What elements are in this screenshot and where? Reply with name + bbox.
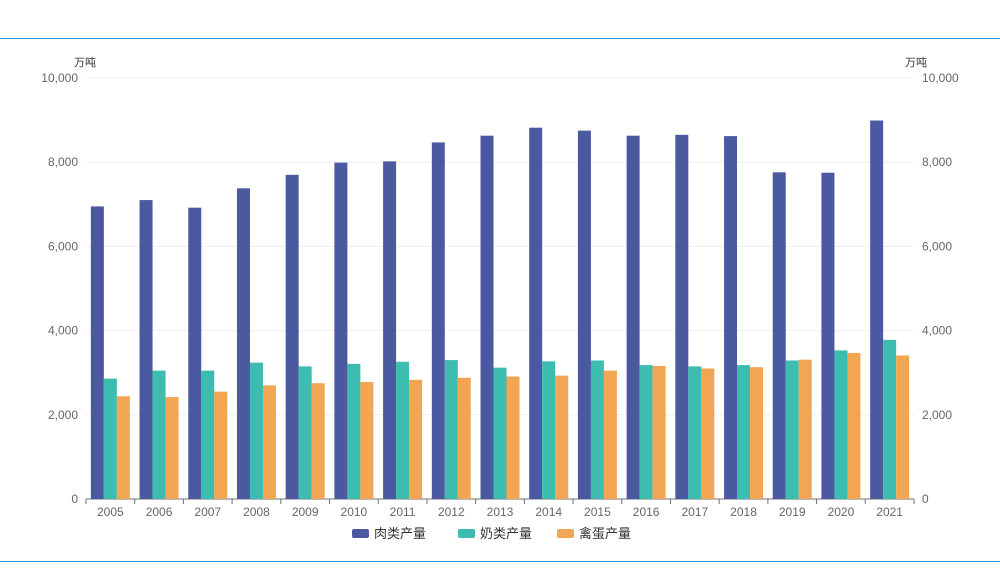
bar[interactable]: [249, 362, 263, 499]
x-tick-label: 2020: [828, 505, 855, 519]
legend-swatch[interactable]: [557, 529, 574, 538]
y-tick-label-left: 4,000: [48, 324, 78, 338]
bar[interactable]: [688, 366, 702, 499]
x-tick-label: 2010: [341, 505, 368, 519]
x-tick-label: 2018: [730, 505, 757, 519]
y-tick-label-right: 4,000: [922, 324, 952, 338]
bar[interactable]: [103, 378, 117, 499]
bar[interactable]: [883, 339, 897, 499]
bar[interactable]: [603, 370, 617, 499]
bar[interactable]: [493, 367, 507, 499]
chart-frame: [0, 38, 1000, 562]
legend-label[interactable]: 奶类产量: [480, 526, 532, 541]
bar[interactable]: [480, 135, 494, 499]
bar[interactable]: [626, 135, 640, 499]
y-tick-label-left: 2,000: [48, 408, 78, 422]
y-tick-label-right: 10,000: [922, 71, 959, 85]
bar[interactable]: [285, 174, 299, 499]
bar[interactable]: [675, 134, 689, 499]
bar[interactable]: [396, 361, 410, 499]
bar[interactable]: [152, 370, 166, 499]
bar[interactable]: [298, 366, 312, 499]
y-tick-label-right: 0: [922, 492, 929, 506]
y-tick-label-left: 0: [71, 492, 78, 506]
bar[interactable]: [834, 350, 848, 499]
bar[interactable]: [262, 385, 276, 499]
bar[interactable]: [772, 172, 786, 499]
x-tick-label: 2006: [146, 505, 173, 519]
bar[interactable]: [724, 136, 738, 499]
bar[interactable]: [360, 381, 374, 499]
y-tick-label-left: 10,000: [41, 71, 78, 85]
bar[interactable]: [798, 359, 812, 499]
bar[interactable]: [444, 360, 458, 499]
legend-label[interactable]: 禽蛋产量: [579, 526, 631, 541]
bar[interactable]: [457, 377, 471, 499]
bar[interactable]: [542, 361, 556, 499]
bar[interactable]: [188, 207, 202, 499]
bar[interactable]: [236, 188, 250, 499]
legend[interactable]: 肉类产量 奶类产量 禽蛋产量: [352, 526, 631, 541]
bar[interactable]: [590, 360, 604, 499]
x-tick-label: 2009: [292, 505, 319, 519]
bar[interactable]: [577, 130, 591, 499]
bar[interactable]: [821, 172, 835, 499]
bars: [90, 120, 910, 500]
legend-label[interactable]: 肉类产量: [374, 526, 426, 541]
bar[interactable]: [750, 367, 764, 499]
bar[interactable]: [529, 127, 543, 499]
y-unit-right: 万吨: [905, 56, 927, 69]
bar[interactable]: [409, 379, 423, 499]
bar[interactable]: [214, 391, 228, 499]
x-tick-label: 2017: [681, 505, 708, 519]
y-tick-label-left: 8,000: [48, 155, 78, 169]
bar[interactable]: [334, 162, 348, 499]
x-tick-label: 2013: [487, 505, 514, 519]
bar[interactable]: [116, 396, 130, 499]
y-tick-label-right: 8,000: [922, 155, 952, 169]
bar[interactable]: [701, 368, 715, 499]
bar[interactable]: [506, 376, 520, 499]
bar[interactable]: [785, 360, 799, 499]
bar[interactable]: [847, 352, 861, 499]
y-tick-label-right: 6,000: [922, 239, 952, 253]
x-tick-label: 2021: [876, 505, 903, 519]
x-tick-label: 2008: [243, 505, 270, 519]
y-unit-left: 万吨: [74, 56, 96, 69]
x-tick-label: 2007: [194, 505, 221, 519]
bar[interactable]: [165, 397, 179, 499]
x-tick-label: 2012: [438, 505, 465, 519]
bar[interactable]: [652, 365, 666, 499]
bar[interactable]: [870, 120, 884, 500]
bar[interactable]: [90, 206, 104, 499]
bar[interactable]: [431, 142, 445, 499]
bar[interactable]: [555, 375, 569, 499]
bar[interactable]: [139, 200, 153, 499]
legend-swatch[interactable]: [352, 529, 369, 538]
x-tick-label: 2015: [584, 505, 611, 519]
bar[interactable]: [311, 383, 325, 499]
y-tick-label-right: 2,000: [922, 408, 952, 422]
y-tick-label-left: 6,000: [48, 239, 78, 253]
legend-swatch[interactable]: [458, 529, 475, 538]
bar[interactable]: [201, 370, 215, 499]
bar[interactable]: [347, 363, 361, 499]
bar[interactable]: [383, 161, 397, 499]
x-tick-label: 2014: [535, 505, 562, 519]
x-tick-label: 2019: [779, 505, 806, 519]
x-tick-label: 2011: [390, 505, 416, 519]
bar[interactable]: [896, 355, 910, 499]
x-tick-label: 2016: [633, 505, 660, 519]
axes: 0 0 2,000 2,000 4,000 4,000 6,000 6,000 8,000 8,0…: [41, 56, 959, 519]
bar[interactable]: [737, 365, 751, 499]
bar[interactable]: [639, 365, 653, 499]
x-tick-label: 2005: [97, 505, 124, 519]
